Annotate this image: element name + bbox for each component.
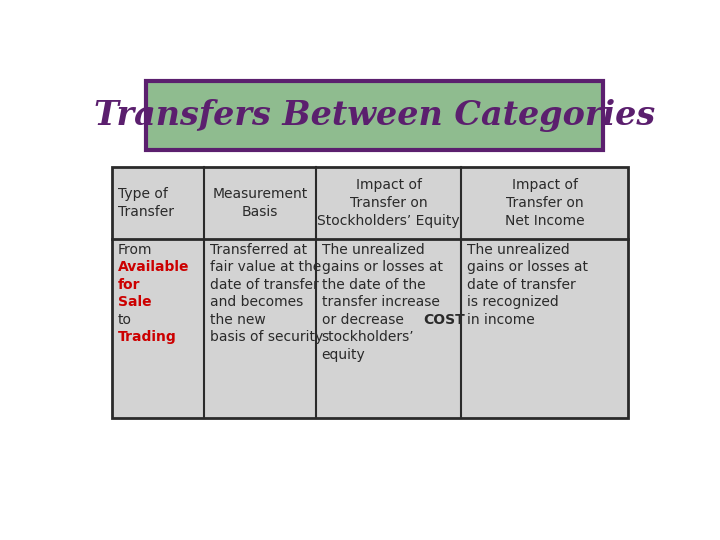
Text: is recognized: is recognized xyxy=(467,295,559,309)
Text: Measurement
Basis: Measurement Basis xyxy=(212,187,308,219)
Text: gains or losses at: gains or losses at xyxy=(467,260,588,274)
Text: date of transfer: date of transfer xyxy=(210,278,319,292)
Text: Available: Available xyxy=(118,260,189,274)
Text: Transfers Between Categories: Transfers Between Categories xyxy=(94,99,655,132)
Text: to: to xyxy=(118,313,132,327)
Text: The unrealized: The unrealized xyxy=(322,243,424,257)
Text: date of transfer: date of transfer xyxy=(467,278,575,292)
Text: gains or losses at: gains or losses at xyxy=(322,260,443,274)
Text: Impact of
Transfer on
Stockholders’ Equity: Impact of Transfer on Stockholders’ Equi… xyxy=(318,178,460,228)
Text: Transferred at: Transferred at xyxy=(210,243,307,257)
Text: the date of the: the date of the xyxy=(322,278,426,292)
Text: transfer increase: transfer increase xyxy=(322,295,439,309)
Text: The unrealized: The unrealized xyxy=(467,243,570,257)
Text: Sale: Sale xyxy=(118,295,151,309)
Bar xyxy=(112,167,629,418)
Text: in income: in income xyxy=(467,313,534,327)
Text: the new: the new xyxy=(210,313,270,327)
Text: for: for xyxy=(118,278,140,292)
Text: Trading: Trading xyxy=(118,330,176,344)
Text: Type of
Transfer: Type of Transfer xyxy=(118,187,174,219)
Text: equity: equity xyxy=(322,348,365,362)
Text: fair value at the: fair value at the xyxy=(210,260,321,274)
Text: and becomes: and becomes xyxy=(210,295,303,309)
Text: or decrease: or decrease xyxy=(322,313,403,327)
Text: COST: COST xyxy=(423,313,465,327)
Text: stockholders’: stockholders’ xyxy=(322,330,414,344)
Text: From: From xyxy=(118,243,153,257)
Text: Impact of
Transfer on
Net Income: Impact of Transfer on Net Income xyxy=(505,178,585,228)
Text: basis of security: basis of security xyxy=(210,330,323,344)
FancyBboxPatch shape xyxy=(145,82,603,150)
